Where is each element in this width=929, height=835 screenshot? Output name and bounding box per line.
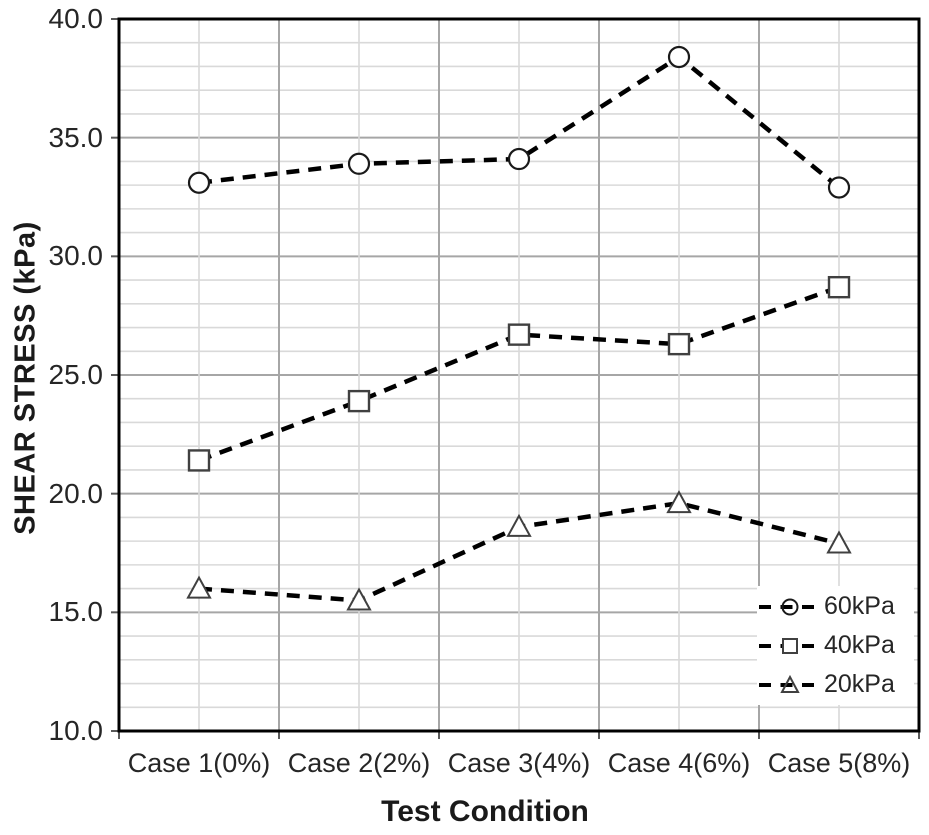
legend-key-triangle	[759, 674, 821, 693]
legend-triangle-marker-icon	[780, 674, 800, 693]
triangle-marker-icon	[506, 513, 532, 537]
y-tick-label: 25.0	[48, 359, 104, 390]
circle-marker-icon	[187, 171, 211, 194]
x-tick-label: Case 4(6%)	[607, 748, 751, 778]
legend-key-square	[759, 637, 821, 654]
legend-label: 40kPa	[824, 631, 895, 659]
y-tick-label: 30.0	[48, 240, 104, 272]
square-marker-icon	[667, 332, 691, 356]
legend-square-marker-icon	[782, 637, 798, 654]
triangle-marker-icon	[346, 587, 372, 611]
y-tick-label: 35.0	[48, 121, 104, 153]
triangle-marker-icon	[666, 490, 692, 514]
triangle-marker-icon	[186, 575, 212, 599]
legend-key-circle	[759, 598, 821, 615]
legend-label: 60kPa	[824, 592, 895, 620]
circle-marker-icon	[827, 176, 851, 199]
legend-item-40kPa: 40kPa	[757, 628, 914, 664]
circle-marker-icon	[347, 152, 371, 175]
series-line-40kPa	[198, 285, 840, 463]
x-tick-label: Case 5(8%)	[767, 748, 911, 778]
square-marker-icon	[347, 389, 371, 413]
x-tick-label: Case 1(0%)	[127, 748, 271, 778]
legend-label: 20kPa	[824, 670, 895, 698]
circle-marker-icon	[667, 45, 691, 69]
plot-frame	[117, 17, 921, 733]
legend-item-60kPa: 60kPa	[757, 589, 914, 625]
square-marker-icon	[507, 323, 531, 346]
y-tick-label: 10.0	[48, 715, 104, 746]
series-line-60kPa	[198, 54, 841, 190]
y-tick-label: 40.0	[48, 3, 104, 34]
y-tick-label: 20.0	[48, 477, 104, 509]
x-axis-title: Test Condition	[381, 795, 589, 828]
x-tick-label: Case 3(4%)	[447, 748, 591, 778]
circle-marker-icon	[507, 147, 531, 171]
legend-circle-marker-icon	[781, 598, 799, 615]
square-marker-icon	[187, 449, 211, 472]
triangle-marker-icon	[826, 530, 852, 554]
legend: 60kPa 40kPa 20kPa	[757, 586, 914, 705]
x-tick-label: Case 2(2%)	[287, 748, 431, 778]
legend-item-20kPa: 20kPa	[757, 667, 914, 703]
square-marker-icon	[827, 275, 851, 299]
y-tick-label: 15.0	[48, 596, 104, 628]
